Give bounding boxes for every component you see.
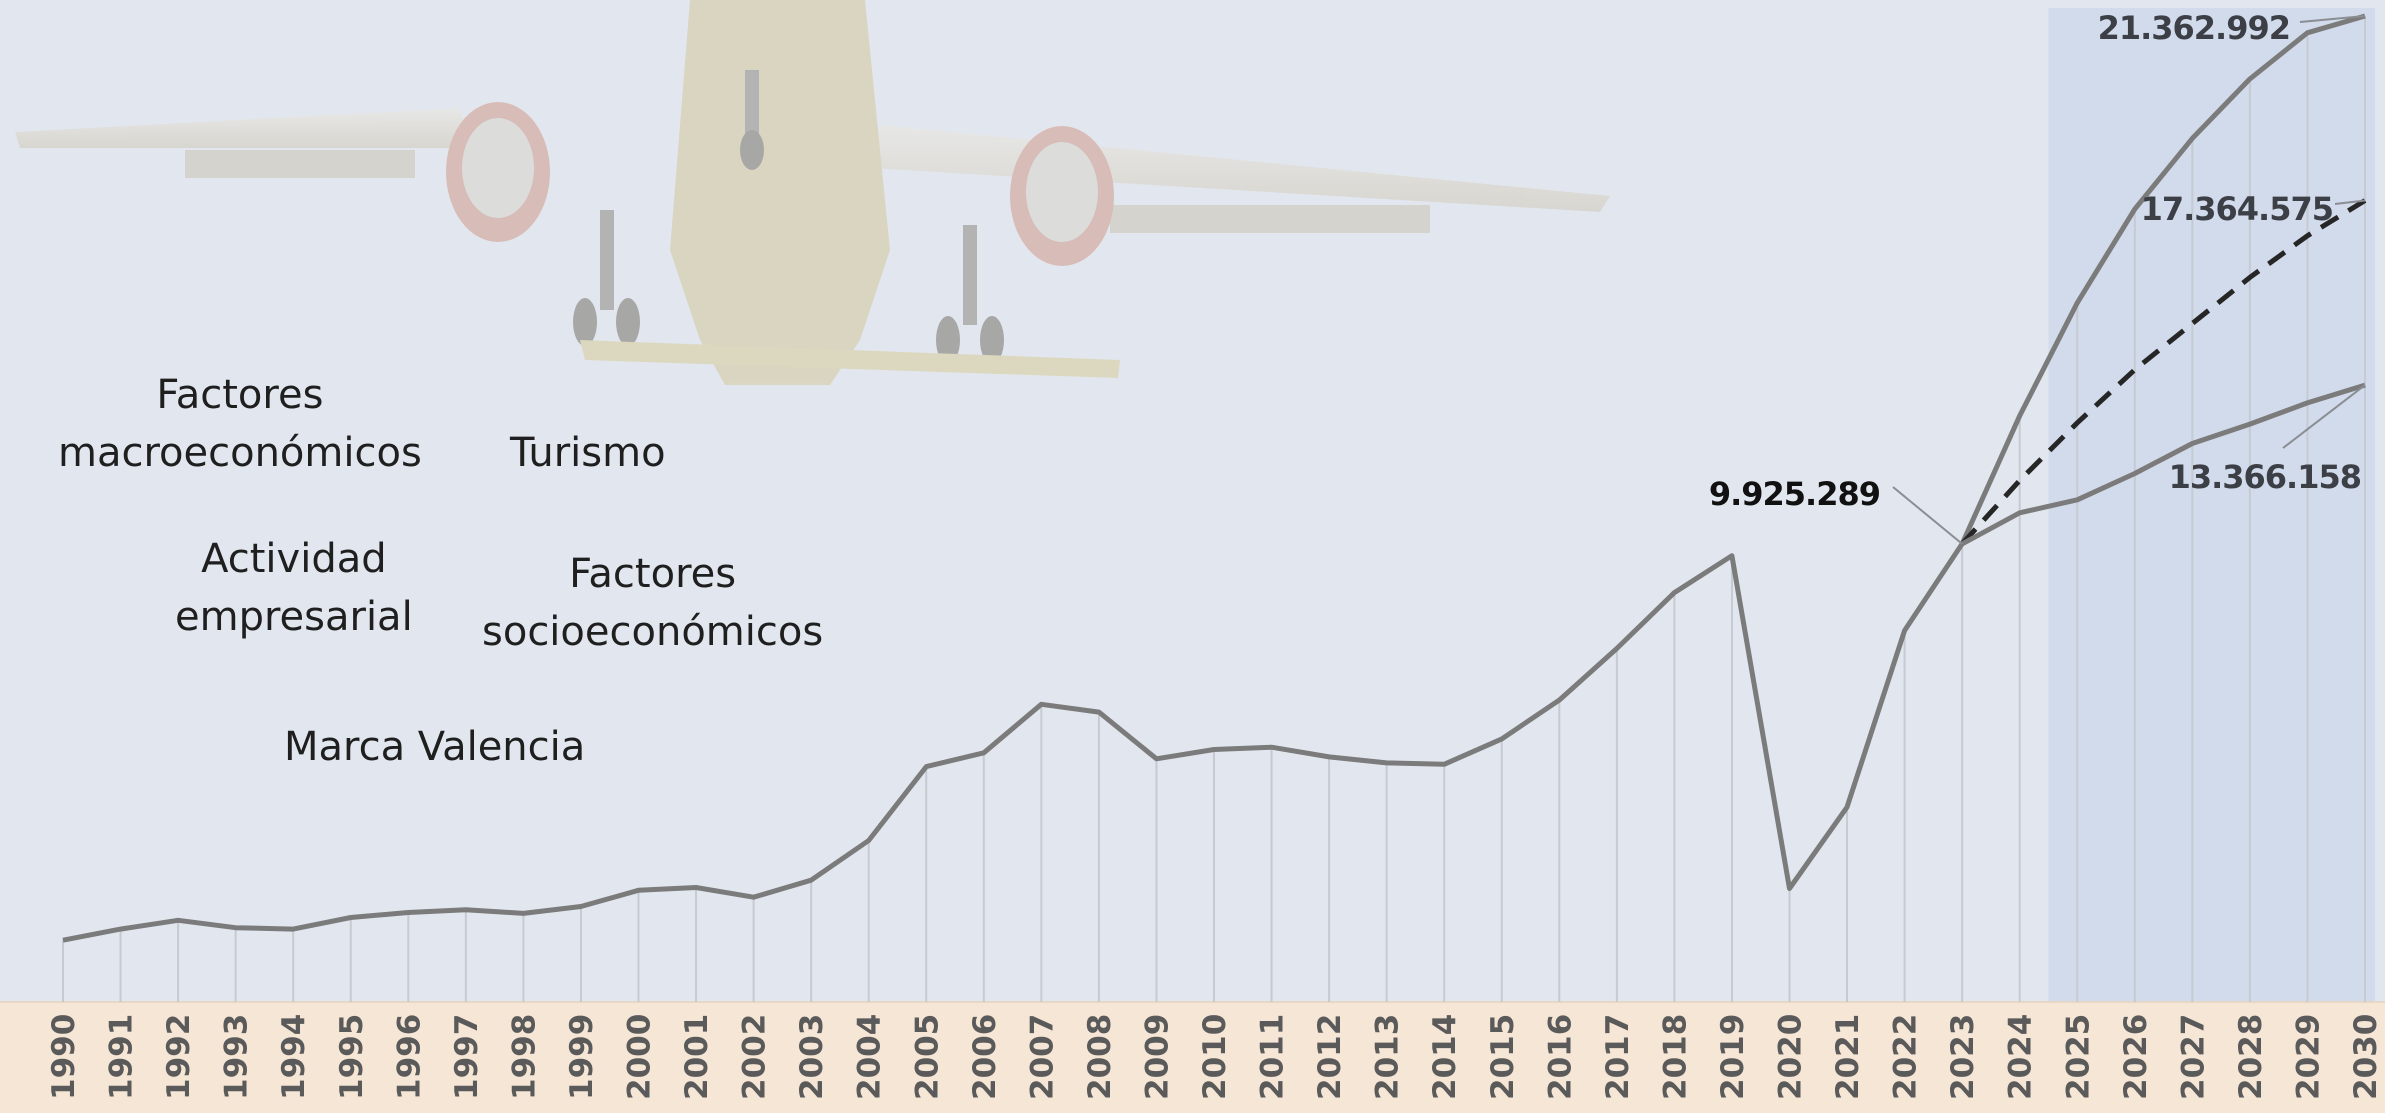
x-tick-2004: 2004 [852, 1014, 888, 1100]
x-tick-1990: 1990 [46, 1014, 82, 1100]
label-scenario-low-leader [2282, 384, 2366, 449]
x-tick-1995: 1995 [334, 1014, 370, 1100]
x-tick-1994: 1994 [276, 1014, 312, 1100]
label-scenario-high-leader [2299, 15, 2366, 23]
x-tick-2011: 2011 [1255, 1014, 1291, 1100]
x-tick-2003: 2003 [794, 1014, 830, 1100]
x-tick-2014: 2014 [1427, 1014, 1463, 1100]
x-tick-2007: 2007 [1024, 1014, 1060, 1100]
x-tick-2029: 2029 [2290, 1014, 2326, 1100]
x-tick-2030: 2030 [2348, 1014, 2384, 1100]
factor-macroeconomicos: Factores macroeconómicos [58, 372, 422, 476]
label-scenario-high: 21.362.992 [2098, 9, 2290, 47]
gridlines [62, 16, 2366, 1002]
forecast-band [2048, 8, 2375, 1002]
historical-line [62, 542, 1965, 943]
label-2023: 9.925.289 [1709, 475, 1880, 513]
airplane-image [15, 0, 1610, 385]
factor-turismo: Turismo [510, 430, 666, 476]
factor-marca-valencia: Marca Valencia [284, 724, 586, 770]
x-tick-1999: 1999 [564, 1014, 600, 1100]
x-tick-2025: 2025 [2060, 1014, 2096, 1100]
x-tick-2017: 2017 [1600, 1014, 1636, 1100]
x-tick-2001: 2001 [679, 1014, 715, 1100]
x-tick-2019: 2019 [1715, 1014, 1751, 1100]
x-tick-2008: 2008 [1082, 1014, 1118, 1100]
x-tick-1993: 1993 [219, 1014, 255, 1100]
x-tick-1992: 1992 [161, 1014, 197, 1100]
scenario-line-3 [1960, 382, 2366, 547]
x-tick-2012: 2012 [1312, 1014, 1348, 1100]
x-tick-2009: 2009 [1139, 1014, 1175, 1100]
x-tick-2002: 2002 [737, 1014, 773, 1100]
x-axis-ticks: 1990 1991 1992 1993 1994 1995 1996 1997 1998 1999… [46, 1014, 2384, 1100]
scenario-line-1 [1959, 13, 2366, 545]
x-tick-2000: 2000 [622, 1014, 658, 1100]
x-tick-1998: 1998 [506, 1014, 542, 1100]
x-tick-1997: 1997 [449, 1014, 485, 1100]
x-tick-2015: 2015 [1485, 1014, 1521, 1100]
x-tick-1996: 1996 [391, 1014, 427, 1100]
label-scenario-low: 13.366.158 [2169, 458, 2361, 496]
label-2023-leader [1892, 486, 1963, 545]
x-tick-2013: 2013 [1370, 1014, 1406, 1100]
factor-socioeconomicos: Factores socioeconómicos [482, 551, 824, 655]
x-axis-band [0, 1002, 2385, 1113]
x-tick-2027: 2027 [2175, 1014, 2211, 1100]
label-scenario-mid-leader [2334, 199, 2366, 205]
label-leaders [1892, 15, 2366, 545]
x-tick-1991: 1991 [104, 1014, 140, 1100]
x-tick-2026: 2026 [2118, 1014, 2154, 1100]
x-tick-2016: 2016 [1542, 1014, 1578, 1100]
x-tick-2018: 2018 [1657, 1014, 1693, 1100]
x-tick-2020: 2020 [1773, 1014, 1809, 1100]
x-tick-2005: 2005 [909, 1014, 945, 1100]
x-tick-2006: 2006 [967, 1014, 1003, 1100]
factor-actividad-empresarial: Actividad empresarial [175, 536, 413, 640]
x-tick-2022: 2022 [1888, 1014, 1924, 1100]
x-tick-2023: 2023 [1945, 1014, 1981, 1100]
x-tick-2021: 2021 [1830, 1014, 1866, 1100]
x-tick-2010: 2010 [1197, 1014, 1233, 1100]
value-labels: 9.925.289 21.362.992 17.364.575 13.366.158 [1709, 9, 2362, 513]
x-tick-2028: 2028 [2233, 1014, 2269, 1100]
x-tick-2024: 2024 [2003, 1014, 2039, 1100]
label-scenario-mid: 17.364.575 [2141, 190, 2333, 228]
series-layer [62, 13, 2367, 943]
scenario-line-2 [1960, 198, 2367, 546]
